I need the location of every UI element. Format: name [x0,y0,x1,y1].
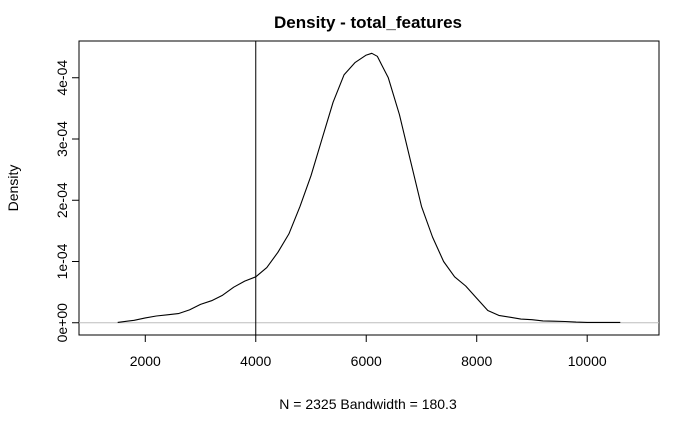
x-axis-label: N = 2325 Bandwidth = 180.3 [279,396,457,412]
plot-frame [78,40,660,336]
y-tick-label: 3e-04 [54,121,70,157]
x-axis: 2000 4000 6000 8000 10000 [130,334,607,369]
chart-title: Density - total_features [274,13,462,32]
y-tick-label: 0e+00 [54,303,70,343]
x-tick-label: 4000 [240,353,271,369]
y-tick-label: 1e-04 [54,243,70,279]
y-tick-label: 2e-04 [54,182,70,218]
x-tick-label: 6000 [351,353,382,369]
x-tick-label: 10000 [568,353,607,369]
y-tick-label: 4e-04 [54,60,70,96]
x-tick-label: 8000 [461,353,492,369]
density-curve [117,52,621,323]
y-axis-label: Density [5,165,21,212]
y-axis: 0e+00 1e-04 2e-04 3e-04 4e-04 [54,60,80,343]
plot-area [79,41,659,335]
x-tick-label: 2000 [130,353,161,369]
